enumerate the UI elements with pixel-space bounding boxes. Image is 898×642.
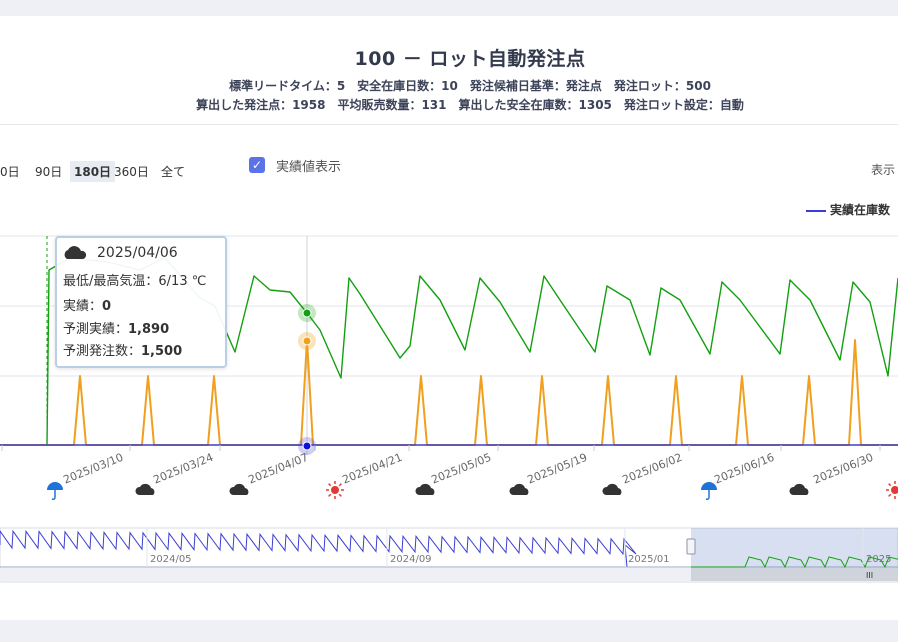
actual-value-checkbox-label: 実績値表示 [276,160,342,175]
navigator-label: 2024/09 [390,554,432,565]
tooltip-order: 予測発注数：1,500 [63,344,183,359]
tooltip-date: 2025/04/06 [97,245,178,261]
x-tick-label: 2025/03/10 [61,451,125,487]
scrollbar-grip-icon: III [866,571,873,580]
legend-item-actual-stock[interactable]: 実績在庫数 [806,201,890,218]
navigator-label: 2024/05 [150,554,192,565]
range-button-30d[interactable]: 0日 [0,165,20,179]
navigator-label: 2025 [866,554,891,565]
actual-value-checkbox[interactable]: ✓ [249,157,265,173]
order-marker [302,336,312,346]
x-tick-label: 2025/06/02 [620,451,684,487]
navigator-forecast-line [691,556,898,569]
settings-line-2: 算出した発注点：1958 平均販売数量：131 算出した安全在庫数：1305 発… [196,98,744,112]
x-tick-label: 2025/06/16 [712,451,776,487]
tooltip: 2025/04/06 最低/最高気温：6/13 ℃ 実績：0 予測実績：1,89… [55,236,227,368]
rain-icon [701,482,717,500]
page-title: 100 － ロット自動発注点 [354,48,586,70]
rain-icon [47,482,63,500]
cloud-icon [61,244,89,266]
cloud-icon [415,483,435,495]
cloud-icon [229,483,249,495]
display-label: 表示 [871,163,896,177]
navigator-actual-line [0,529,690,568]
x-tick-label: 2025/05/19 [525,451,589,487]
navigator-scrollbar-thumb [691,568,898,581]
tooltip-temp: 最低/最高気温：6/13 ℃ [63,274,207,289]
tooltip-actual: 実績：0 [63,299,112,314]
divider [0,124,898,125]
range-button-all[interactable]: 全て [161,165,186,179]
cloud-icon [789,483,809,495]
legend-swatch [806,209,826,212]
settings-line-1: 標準リードタイム：5 安全在庫日数：10 発注候補日基準：発注点 発注ロット：5… [229,79,711,93]
x-tick-label: 2025/04/21 [340,451,404,487]
range-button-360d[interactable]: 360日 [114,165,149,179]
sun-icon [326,481,344,499]
x-tick-label: 2025/05/05 [429,451,493,487]
x-tick-label: 2025/04/07 [246,451,310,487]
cloud-icon [602,483,622,495]
navigator-label: 2025/01 [628,554,670,565]
forecast-marker [302,308,312,318]
cloud-icon [135,483,155,495]
range-button-180d[interactable]: 180日 [70,161,116,182]
sun-icon [886,481,898,499]
x-tick-label: 2025/06/30 [811,451,875,487]
tooltip-forecast: 予測実績：1,890 [63,322,170,337]
cloud-icon [509,483,529,495]
x-tick-label: 2025/03/24 [151,451,215,487]
navigator-scrollbar-track [0,568,898,581]
range-button-90d[interactable]: 90日 [35,165,63,179]
actual-marker [302,441,312,451]
navigator-handle[interactable] [686,538,696,555]
legend-label: 実績在庫数 [830,203,891,217]
